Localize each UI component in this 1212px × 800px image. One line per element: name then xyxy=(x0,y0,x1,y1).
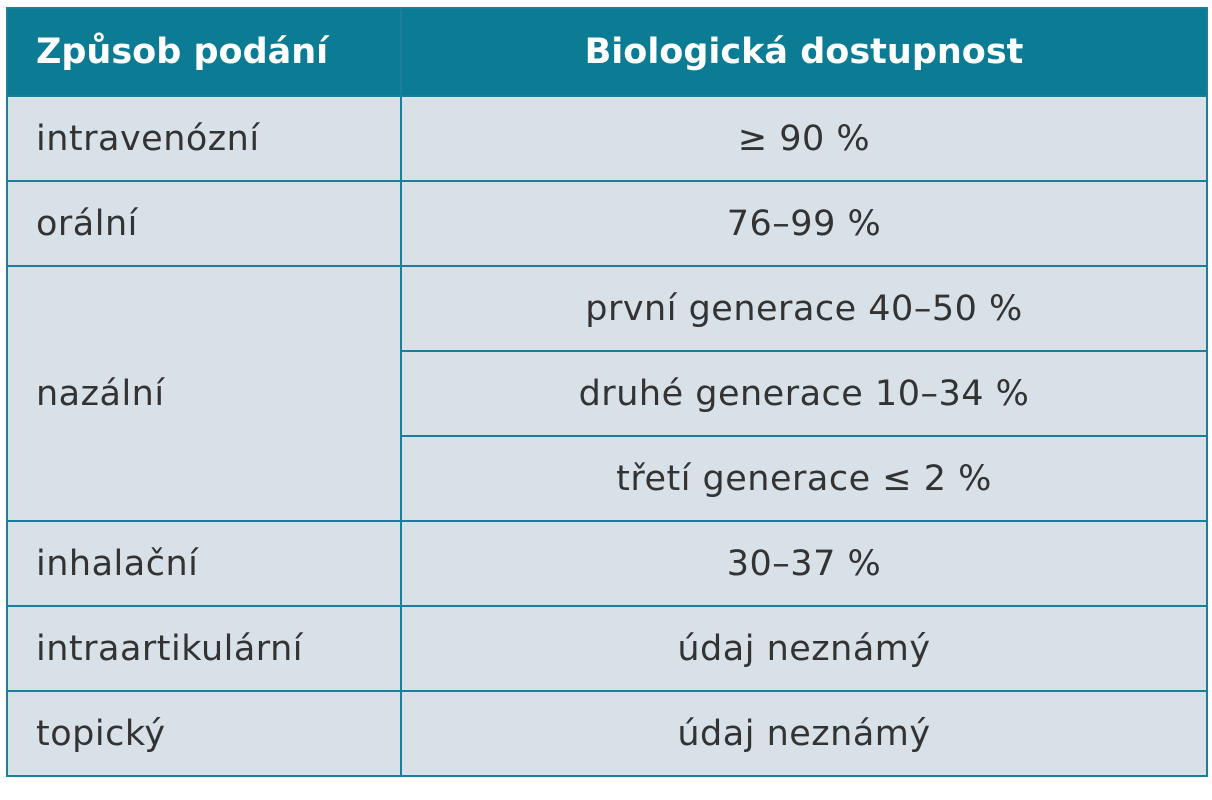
bioavailability-table: Způsob podání Biologická dostupnost intr… xyxy=(6,7,1208,777)
bioavailability-cell: ≥ 90 % xyxy=(400,95,1208,182)
bioavailability-cell: 76–99 % xyxy=(400,180,1208,267)
route-cell: nazální xyxy=(6,265,402,522)
table-row: inhalační 30–37 % xyxy=(6,520,1208,607)
column-header-route: Způsob podání xyxy=(6,7,402,97)
bioavailability-cell: údaj neznámý xyxy=(400,605,1208,692)
bioavailability-cell: třetí generace ≤ 2 % xyxy=(400,435,1208,522)
table-row: nazální první generace 40–50 % xyxy=(6,265,1208,522)
route-cell: topický xyxy=(6,690,402,777)
bioavailability-cell: 30–37 % xyxy=(400,520,1208,607)
table-row: třetí generace ≤ 2 % xyxy=(7,435,1208,522)
table-row: intraartikulární údaj neznámý xyxy=(6,605,1208,692)
table-row: topický údaj neznámý xyxy=(6,690,1208,777)
table-header-row: Způsob podání Biologická dostupnost xyxy=(6,7,1208,97)
bioavailability-cell: první generace 40–50 % xyxy=(400,265,1208,352)
table-row: intravenózní ≥ 90 % xyxy=(6,95,1208,182)
bioavailability-cell: údaj neznámý xyxy=(400,690,1208,777)
route-cell: intraartikulární xyxy=(6,605,402,692)
table-row: orální 76–99 % xyxy=(6,180,1208,267)
route-cell: orální xyxy=(6,180,402,267)
route-cell: inhalační xyxy=(6,520,402,607)
bioavailability-cell: druhé generace 10–34 % xyxy=(400,350,1208,437)
route-cell: intravenózní xyxy=(6,95,402,182)
table-row: druhé generace 10–34 % xyxy=(7,350,1208,437)
column-header-bioavailability: Biologická dostupnost xyxy=(400,7,1208,97)
